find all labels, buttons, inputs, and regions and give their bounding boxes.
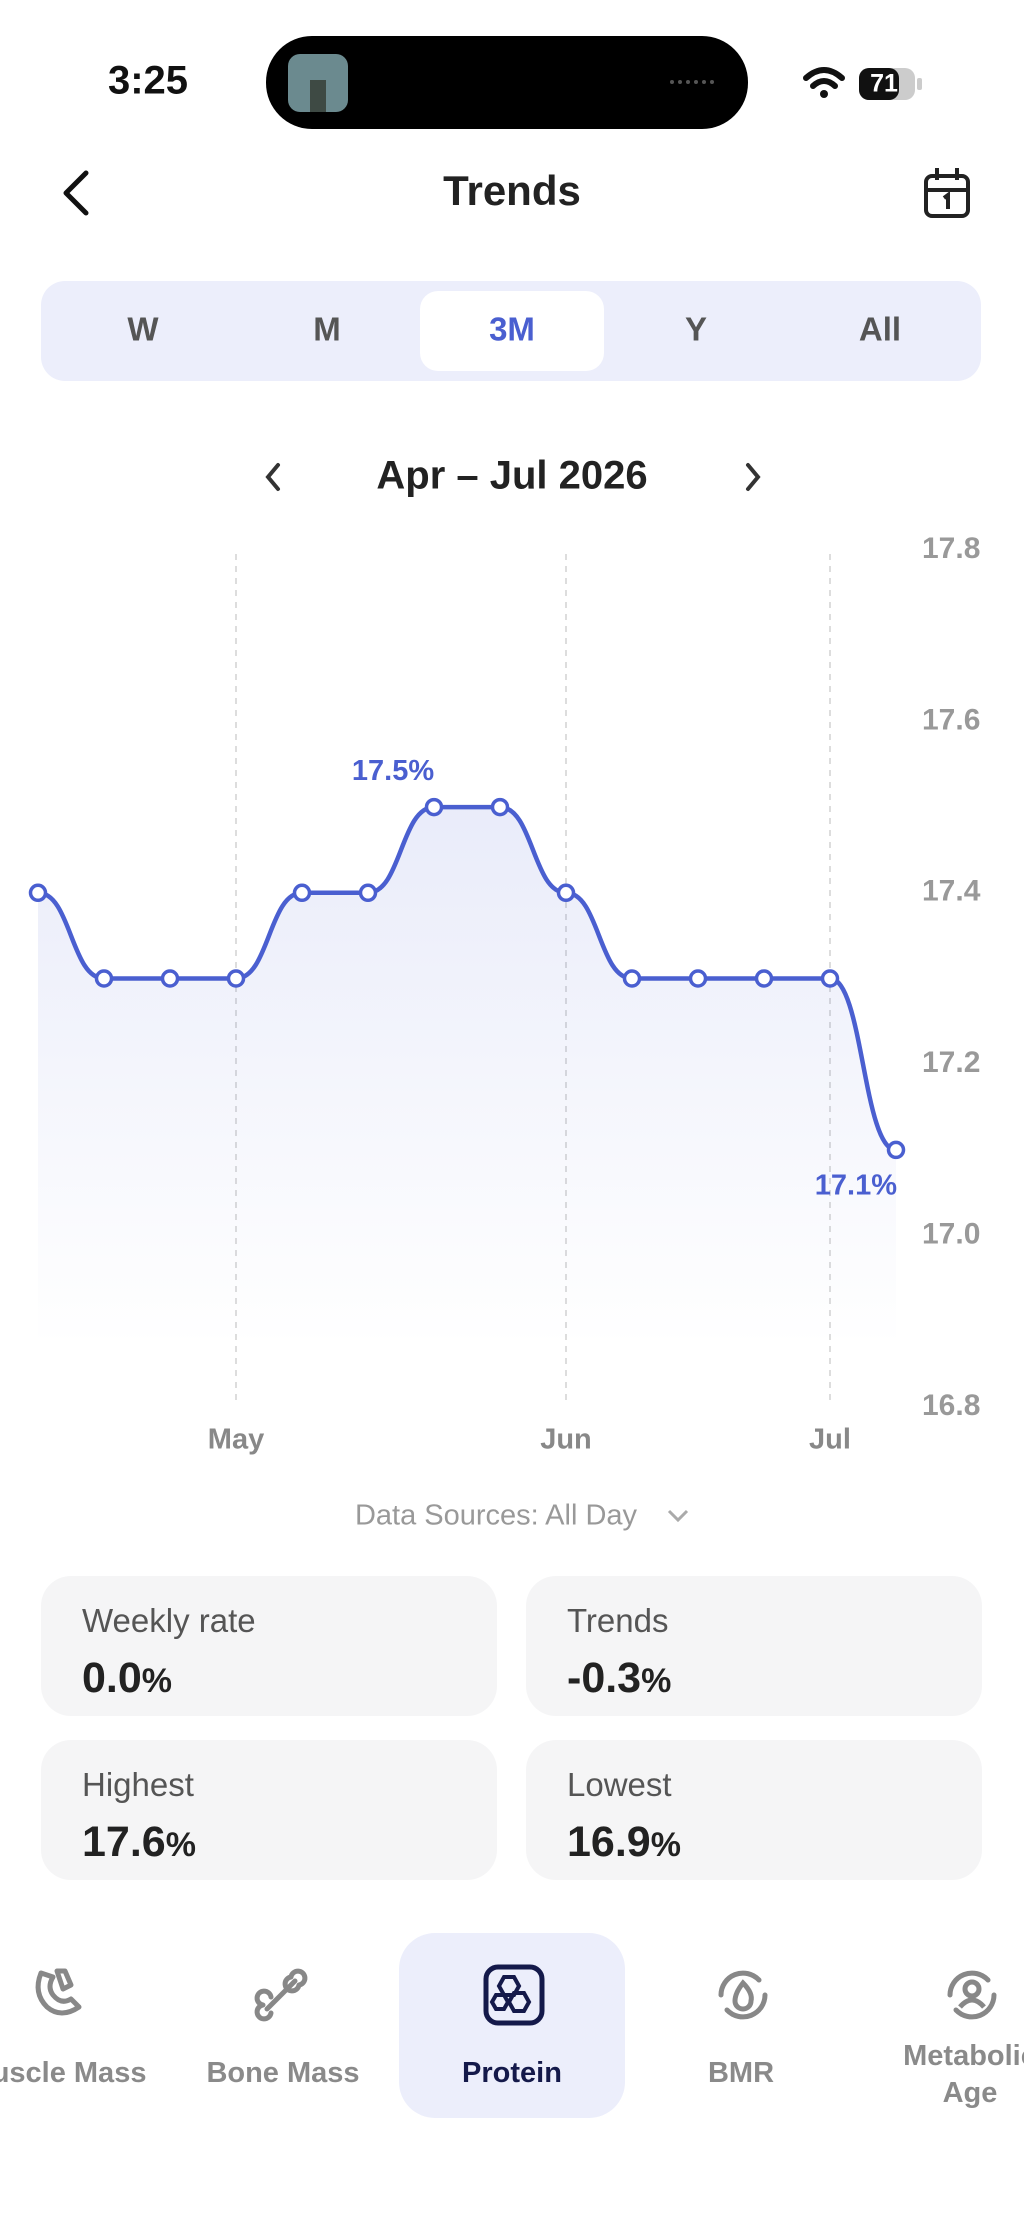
battery-tip [917,78,922,90]
main-view: 3:25 71 Trends W M 3M Y All Apr – Jul 2026 M… [28,36,981,1532]
segment-option[interactable]: Y [685,311,707,348]
metric-tab[interactable]: Bone Mass [170,1933,396,2118]
y-tick-label: 17.8 [922,532,980,565]
metric-tab[interactable]: Metabolic Age [857,1933,1024,2118]
tab-icon [718,1970,768,2020]
stat-card: Lowest 16.9% [526,1740,982,1880]
point [292,883,312,903]
stat-label: Trends [567,1602,669,1639]
status-time: 3:25 [108,59,188,103]
wifi-dot [820,90,828,98]
tab-label: Bone Mass [206,2057,360,2089]
stat-value: 16.9 [567,1818,651,1866]
dynamic-island [266,36,748,129]
y-tick-label: 17.4 [922,875,981,908]
point [556,883,576,903]
tab-icon [947,1970,997,2020]
stat-card: Weekly rate 0.0% [41,1576,497,1716]
stat-unit: % [650,1826,681,1864]
battery-level [859,68,899,100]
y-tick-label: 17.6 [922,703,980,736]
island-dots [670,80,714,84]
stat-unit: % [141,1662,173,1700]
prev-range[interactable] [265,463,280,491]
calendar-button[interactable] [924,168,970,218]
point [160,969,180,988]
point [94,969,114,988]
stat-value: -0.3 [567,1654,642,1702]
point [886,1140,906,1160]
y-tick-label: 17.0 [922,1218,980,1251]
stat-unit: % [165,1826,196,1864]
stat-value: 0.0 [82,1654,142,1702]
stat-unit: % [641,1662,672,1700]
data-sources[interactable]: Data Sources: All Day [355,1500,638,1532]
x-tick-label: Jul [809,1424,851,1456]
point [820,969,840,988]
point [754,969,774,988]
dropdown-icon [667,1509,689,1523]
stat-value-row: 16.9% [567,1818,681,1867]
stat-label: Highest [82,1766,194,1803]
tab-label: Muscle Mass [0,2057,147,2089]
tab-icon [35,1968,82,2016]
segment-selected [420,291,604,371]
tab-label: Metabolic Age [903,2040,1024,2109]
metric-tab[interactable]: Protein [399,1933,625,2118]
tab-label: Protein [462,2057,562,2089]
segment-option[interactable]: 3M [489,311,535,348]
x-tick-label: Jun [540,1424,592,1456]
stat-value: 17.6 [82,1818,166,1866]
area [38,807,896,1347]
point [688,969,708,988]
stat-label: Lowest [567,1766,672,1803]
y-tick-label: 17.2 [922,1046,980,1079]
segment-option[interactable]: All [859,311,901,348]
back-button[interactable] [63,170,89,216]
stat-value-row: 17.6% [82,1818,196,1867]
app-icon-road [310,80,326,112]
stat-card: Trends -0.3% [526,1576,982,1716]
page-title: Trends [443,167,581,214]
point [622,969,642,988]
data-label: 17.1% [815,1170,897,1202]
metric-tab[interactable]: BMR [628,1933,854,2118]
battery-text: 71 [870,70,898,98]
stat-value-row: -0.3% [567,1654,671,1703]
segment-option[interactable]: M [313,311,341,348]
metric-tab[interactable]: Muscle Mass [0,1933,170,2118]
tab-icon [483,1964,545,2026]
data-label: 17.5% [352,755,434,787]
stat-label: Weekly rate [82,1602,256,1639]
tab-icon [254,1968,308,2022]
wifi-icon [803,67,845,89]
y-tick-label: 16.8 [922,1389,980,1422]
chart: May Jun Jul 16.8 17.0 17.2 17.4 17.6 17.8 17.5% 17… [28,532,981,1456]
metric-tabs: Muscle Mass Bone Mass Protein BMR Metabolic … [0,1920,1024,2140]
segment-option[interactable]: W [127,311,159,348]
next-range[interactable] [746,463,761,491]
point [424,797,444,817]
point [358,883,378,903]
point [28,883,48,903]
stat-value-row: 0.0% [82,1654,172,1703]
date-range: Apr – Jul 2026 [376,454,647,498]
x-tick-label: May [208,1424,264,1456]
point [226,969,246,988]
point [490,797,510,817]
tab-label: BMR [707,2057,775,2089]
stat-card: Highest 17.6% [41,1740,497,1880]
